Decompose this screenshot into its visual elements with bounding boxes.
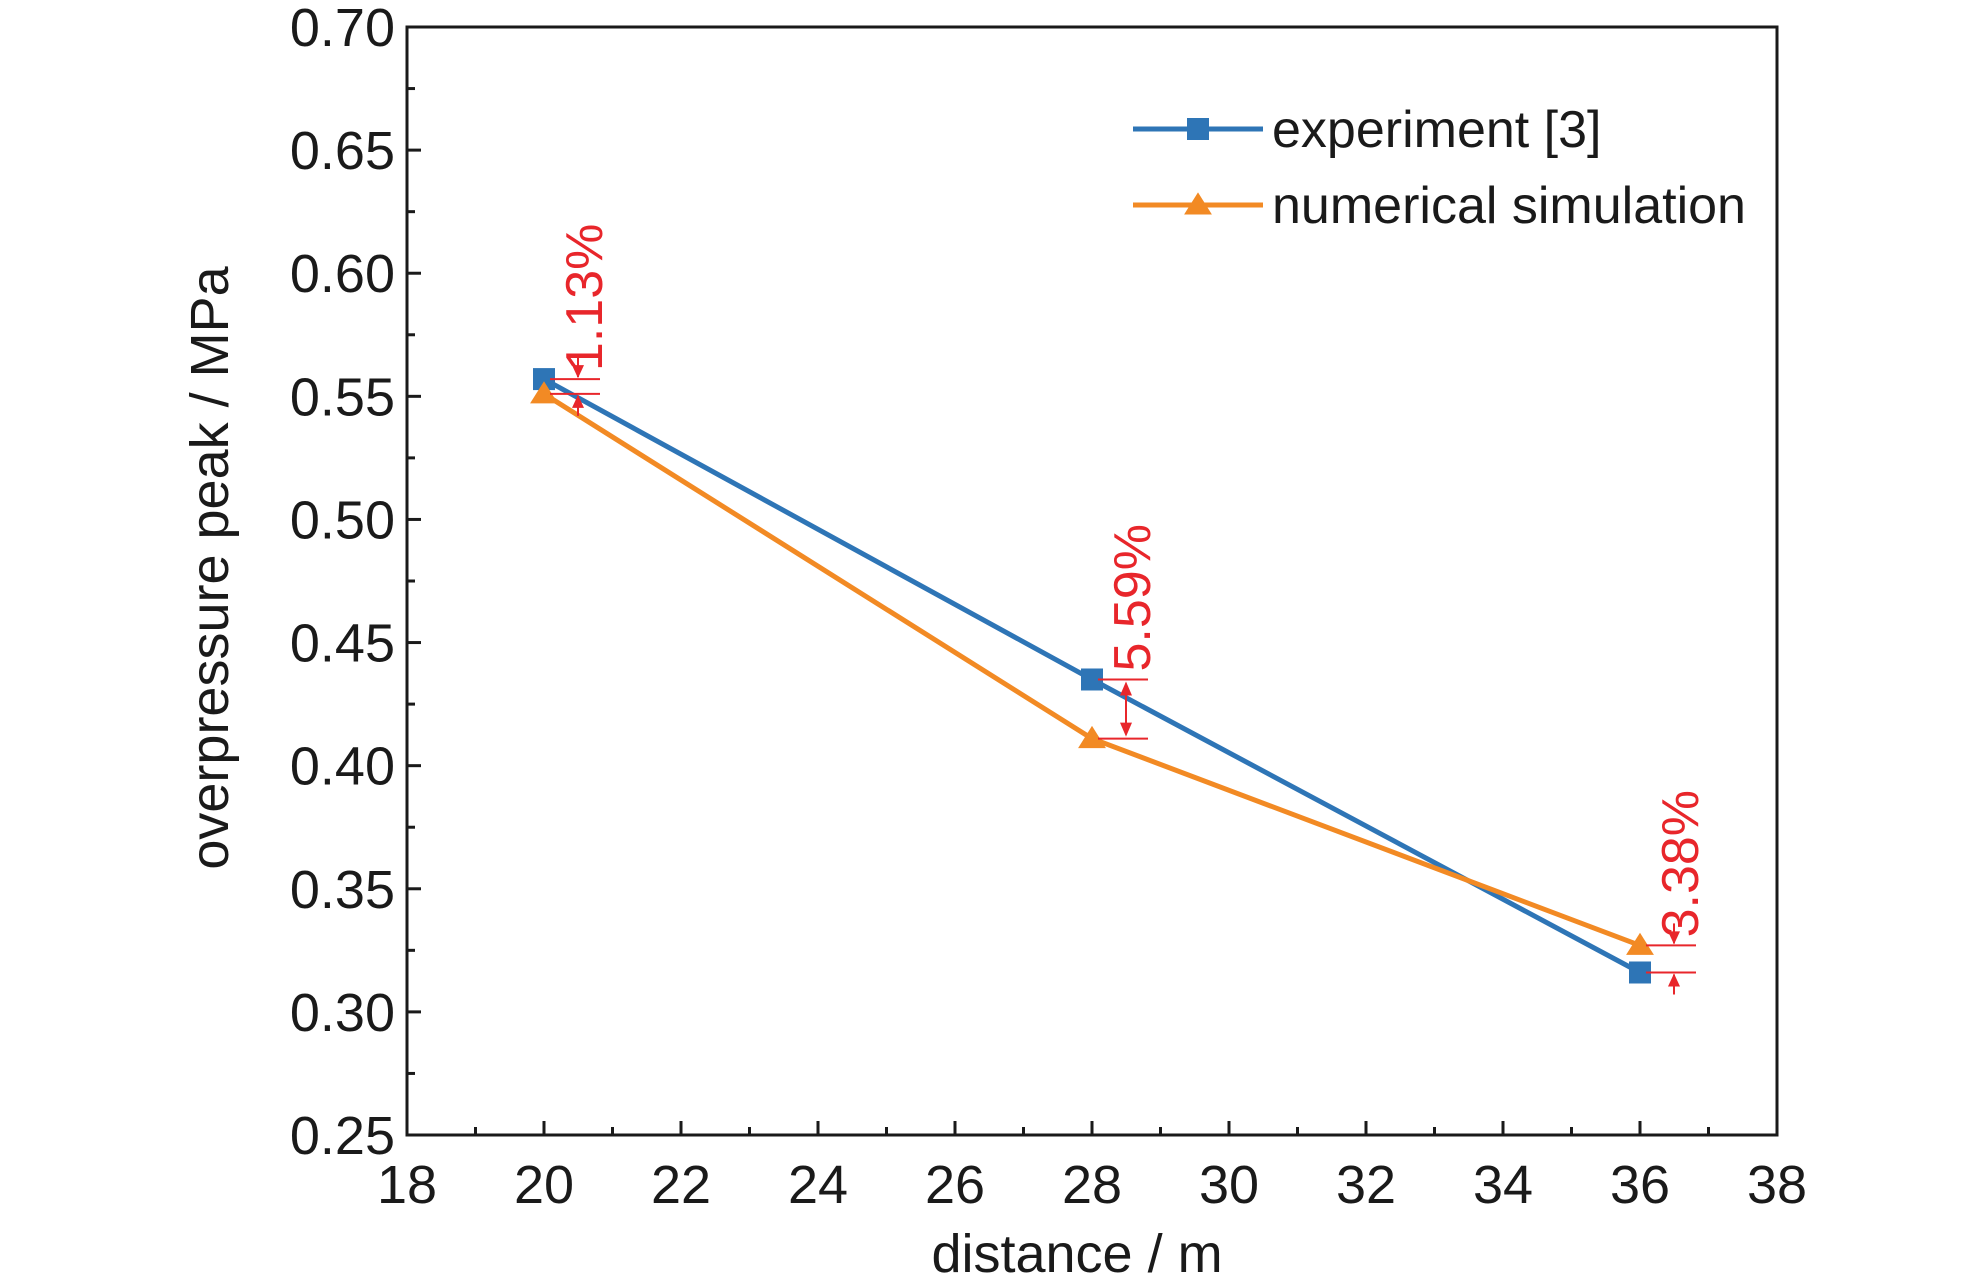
- x-tick-label: 26: [925, 1155, 985, 1215]
- annotation-arrowhead: [1668, 931, 1680, 945]
- annotation-arrowhead: [1120, 681, 1132, 696]
- data-point: [1626, 932, 1654, 955]
- data-point: [1629, 961, 1651, 984]
- annotation-label: 3.38%: [1652, 790, 1710, 937]
- legend-marker: [1184, 192, 1212, 215]
- legend-marker: [1187, 118, 1209, 140]
- data-point: [1078, 725, 1106, 749]
- data-point: [530, 381, 558, 404]
- x-tick-label: 38: [1747, 1155, 1807, 1215]
- x-axis-ticks: 18 20 22 24 26 28 30 32 34 36 38: [377, 1121, 1807, 1215]
- difference-annotation: 3.38%: [1646, 790, 1710, 995]
- x-tick-label: 36: [1610, 1155, 1670, 1215]
- y-tick-label: 0.60: [290, 244, 395, 304]
- y-tick-label: 0.35: [290, 860, 395, 920]
- annotation-arrowhead: [1120, 722, 1132, 737]
- y-tick-label: 0.25: [290, 1106, 395, 1166]
- x-tick-label: 24: [788, 1155, 848, 1215]
- x-tick-label: 22: [651, 1155, 711, 1215]
- annotation-layer: 1.13% 5.59% 3.38%: [550, 224, 1710, 995]
- legend: experiment [3] numerical simulation: [1133, 101, 1746, 235]
- x-tick-label: 28: [1062, 1155, 1122, 1215]
- series-2: [530, 381, 1654, 955]
- data-point: [533, 368, 555, 391]
- legend-entry: experiment [3]: [1133, 101, 1602, 159]
- x-axis-title: distance / m: [931, 1224, 1222, 1276]
- annotation-label: 5.59%: [1104, 524, 1162, 671]
- x-tick-label: 30: [1199, 1155, 1259, 1215]
- y-tick-label: 0.45: [290, 614, 395, 674]
- y-tick-label: 0.50: [290, 490, 395, 550]
- x-tick-label: 32: [1336, 1155, 1396, 1215]
- y-tick-label: 0.30: [290, 983, 395, 1043]
- y-axis-ticks: 0.25 0.30 0.35 0.40 0.45 0.50 0.55 0.60 0.65 0.70: [290, 0, 421, 1166]
- y-tick-label: 0.55: [290, 367, 395, 427]
- x-tick-label: 34: [1473, 1155, 1533, 1215]
- annotation-arrowhead: [1668, 973, 1680, 987]
- annotation-label: 1.13%: [556, 224, 614, 371]
- legend-label: experiment [3]: [1272, 101, 1602, 159]
- series-layer: [530, 368, 1654, 984]
- difference-annotation: 1.13%: [550, 224, 614, 416]
- legend-entry: numerical simulation: [1133, 177, 1746, 235]
- y-tick-label: 0.40: [290, 737, 395, 797]
- difference-annotation: 5.59%: [1098, 524, 1162, 740]
- series-1: [533, 368, 1651, 984]
- x-tick-label: 18: [377, 1155, 437, 1215]
- y-axis-title: overpressure peak / MPa: [180, 265, 240, 869]
- data-point: [1081, 668, 1103, 691]
- legend-label: numerical simulation: [1272, 177, 1746, 235]
- annotation-arrowhead: [572, 394, 584, 408]
- y-tick-label: 0.65: [290, 121, 395, 181]
- y-tick-label: 0.70: [290, 0, 395, 58]
- x-tick-label: 20: [514, 1155, 574, 1215]
- annotation-arrowhead: [572, 365, 584, 379]
